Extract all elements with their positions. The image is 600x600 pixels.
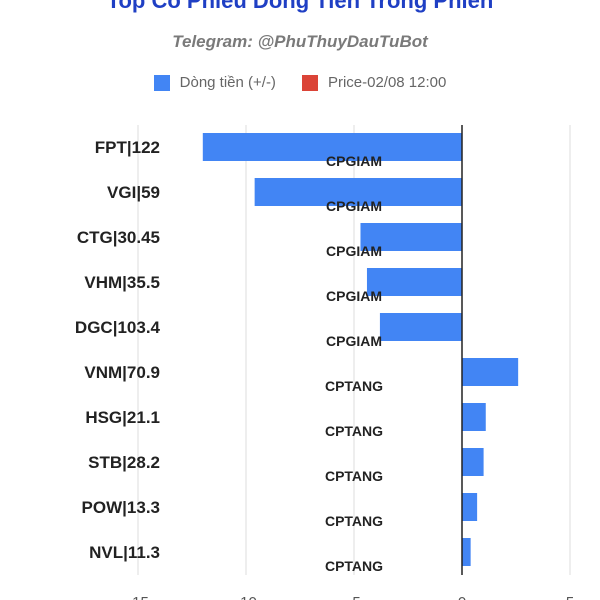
bar	[360, 223, 462, 251]
category-label: NVL|11.3	[89, 543, 160, 562]
bar	[462, 403, 486, 431]
data-label: CPGIAM	[326, 198, 382, 214]
data-label: CPGIAM	[326, 243, 382, 259]
data-label: CPGIAM	[326, 288, 382, 304]
x-tick-label: -10	[235, 594, 257, 600]
bar	[366, 268, 462, 296]
bar	[254, 178, 462, 206]
category-label: VHM|35.5	[84, 273, 160, 292]
legend-label-flow: Dòng tiền (+/-)	[179, 74, 276, 91]
category-label: VGI|59	[107, 183, 160, 202]
bar	[462, 538, 471, 566]
legend-item-flow: Dòng tiền (+/-)	[153, 74, 276, 91]
bar	[462, 493, 478, 521]
data-label: CPTANG	[325, 423, 383, 439]
x-tick-label: -5	[347, 594, 360, 600]
chart-legend: Dòng tiền (+/-) Price-02/08 12:00	[0, 74, 600, 91]
category-label: STB|28.2	[88, 453, 160, 472]
legend-label-price: Price-02/08 12:00	[327, 74, 447, 91]
legend-item-price: Price-02/08 12:00	[301, 74, 447, 91]
legend-swatch-price	[301, 74, 318, 91]
legend-swatch-flow	[153, 74, 170, 91]
x-tick-label: -15	[127, 594, 149, 600]
data-label: CPTANG	[325, 558, 383, 574]
category-label: CTG|30.45	[77, 228, 160, 247]
category-label: DGC|103.4	[75, 318, 161, 337]
x-tick-label: 5	[566, 594, 574, 600]
category-label: HSG|21.1	[85, 408, 160, 427]
data-label: CPTANG	[325, 378, 383, 394]
bar	[202, 133, 463, 161]
chart-subtitle: Telegram: @PhuThuyDauTuBot	[172, 32, 428, 51]
data-label: CPGIAM	[326, 333, 382, 349]
bar	[462, 448, 484, 476]
data-label: CPTANG	[325, 468, 383, 484]
chart-title: Top Cổ Phiếu Dòng Tiền Trong Phiên	[106, 0, 494, 13]
bar	[379, 313, 462, 341]
data-label: CPTANG	[325, 513, 383, 529]
bar	[462, 358, 519, 386]
x-tick-label: 0	[458, 594, 466, 600]
category-label: POW|13.3	[82, 498, 160, 517]
category-label: VNM|70.9	[84, 363, 160, 382]
data-label: CPGIAM	[326, 153, 382, 169]
category-label: FPT|122	[95, 138, 160, 157]
